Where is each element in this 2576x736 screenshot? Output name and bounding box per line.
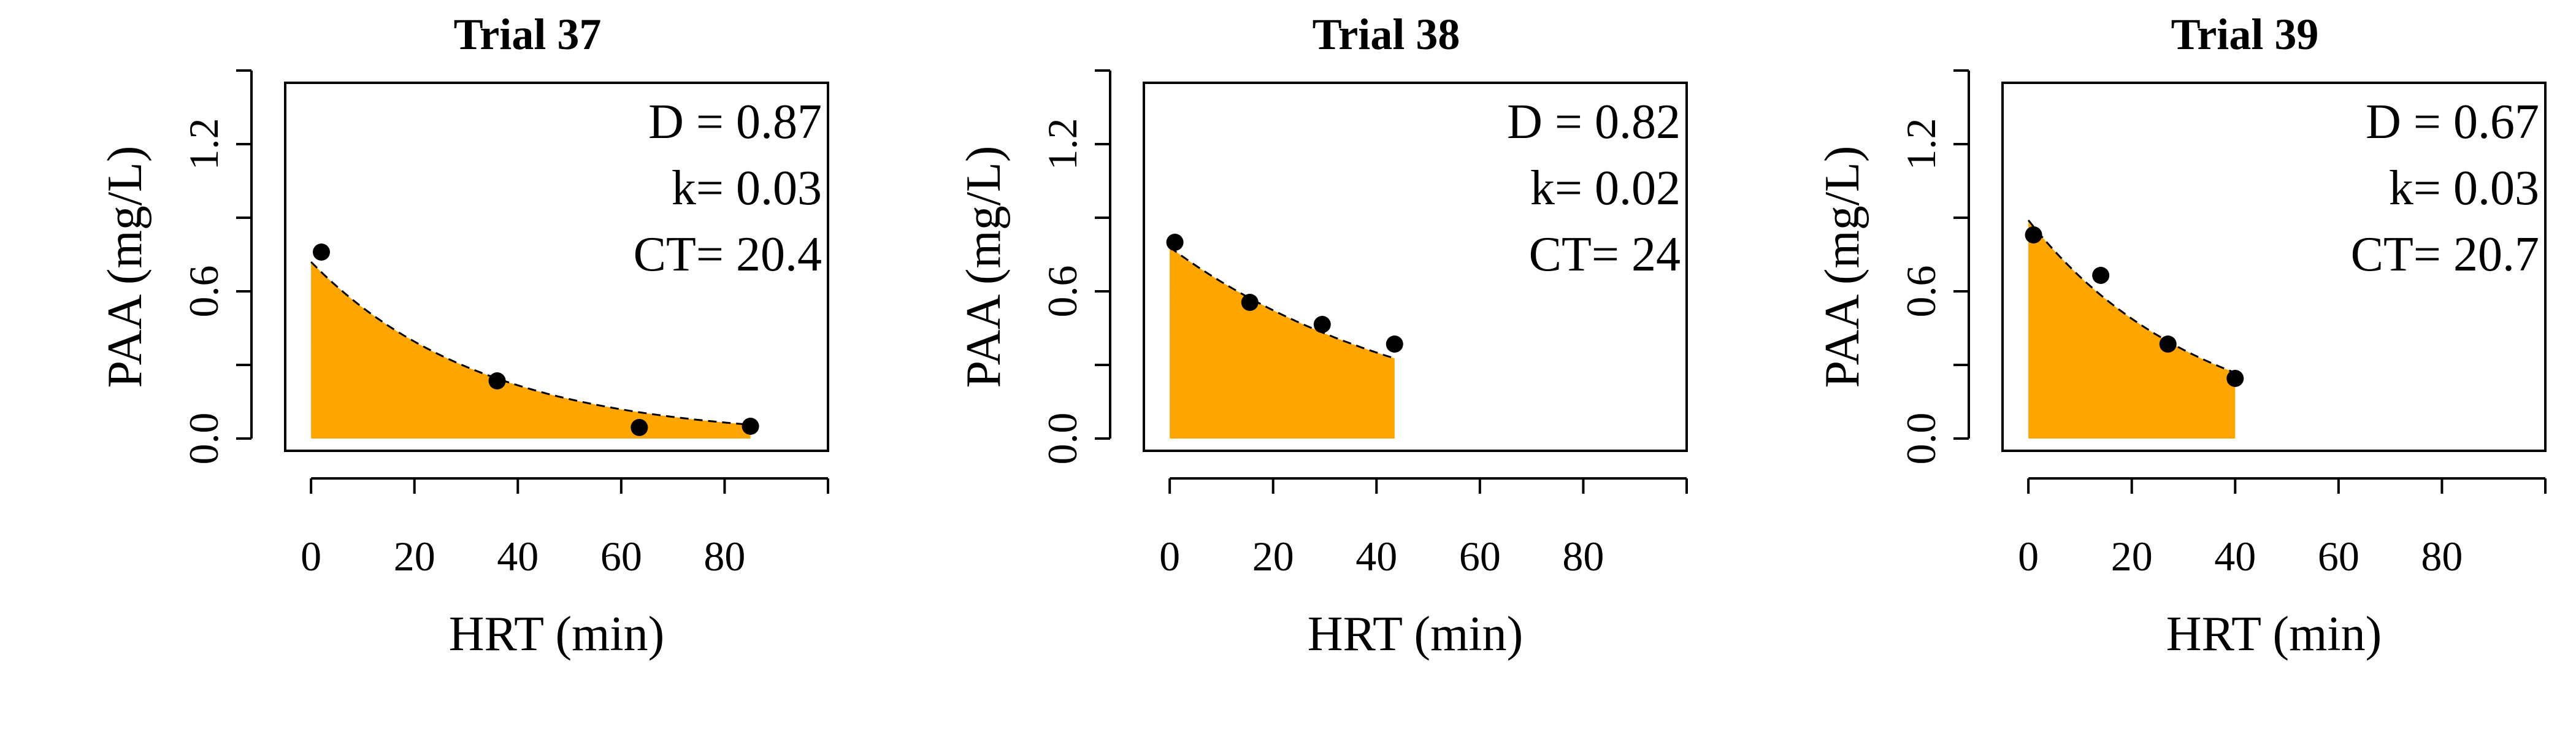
panel-title: Trial 38 xyxy=(1313,10,1460,59)
annotation: D = 0.67 xyxy=(2366,95,2539,149)
x-tick-label: 20 xyxy=(1252,533,1294,580)
y-axis-label: PAA (mg/L) xyxy=(1815,146,1869,388)
x-tick-label: 80 xyxy=(703,533,745,580)
x-tick-label: 40 xyxy=(1355,533,1397,580)
x-tick-label: 60 xyxy=(600,533,642,580)
y-tick-label: 1.2 xyxy=(180,118,227,171)
data-point xyxy=(313,243,330,261)
panel-trial-38: Trial 38 0 20 40 60 80 0.0 0.6 1.2 HRT (min) PAA … xyxy=(957,10,1688,661)
y-axis-label: PAA (mg/L) xyxy=(98,146,152,388)
annotation: CT= 20.4 xyxy=(634,228,822,282)
panel-trial-37: Trial 37 0 20 40 60 80 0.0 0.6 1.2 HRT (min) PAA … xyxy=(98,10,829,661)
area-fill xyxy=(2028,220,2236,439)
y-tick-label: 1.2 xyxy=(1898,118,1944,171)
area-fill xyxy=(1170,247,1395,439)
y-tick-label: 0.6 xyxy=(1898,266,1944,318)
data-point xyxy=(2025,226,2042,243)
data-point xyxy=(631,419,648,436)
plot-area: 0 20 40 60 80 0.0 0.6 1.2 HRT (min) PAA (mg/L) D =… xyxy=(1815,69,2547,661)
annotation: D = 0.87 xyxy=(648,95,822,149)
annotation: CT= 20.7 xyxy=(2351,228,2539,282)
area-fill xyxy=(311,262,751,439)
fit-curve xyxy=(1169,246,1395,359)
fit-curve xyxy=(2027,220,2236,374)
plot-area: 0 20 40 60 80 0.0 0.6 1.2 HRT (min) PAA (mg/L) D =… xyxy=(98,69,829,661)
x-axis-label: HRT (min) xyxy=(2166,607,2382,661)
data-point xyxy=(1241,294,1259,311)
plot-frame xyxy=(284,82,829,452)
x-tick-label: 60 xyxy=(1459,533,1501,580)
annotation: k= 0.03 xyxy=(672,161,822,215)
x-tick-label: 0 xyxy=(301,533,321,580)
x-tick-label: 80 xyxy=(1562,533,1604,580)
annotation: k= 0.02 xyxy=(1530,161,1681,215)
data-point xyxy=(2159,335,2177,353)
data-point xyxy=(742,418,759,435)
x-tick-label: 20 xyxy=(394,533,435,580)
annotation: k= 0.03 xyxy=(2389,161,2539,215)
y-tick-label: 0.0 xyxy=(1898,413,1944,465)
annotation: CT= 24 xyxy=(1529,228,1681,282)
panel-trial-39: Trial 39 0 20 40 60 80 0.0 0.6 1.2 HRT (min) PAA … xyxy=(1815,10,2547,661)
plot-frame xyxy=(2001,82,2547,452)
plot-frame xyxy=(1143,82,1688,452)
plot-area: 0 20 40 60 80 0.0 0.6 1.2 HRT (min) PAA (mg/L) D =… xyxy=(957,69,1688,661)
y-tick-label: 1.2 xyxy=(1039,118,1086,171)
x-axis-label: HRT (min) xyxy=(449,607,664,661)
annotation: D = 0.82 xyxy=(1507,95,1681,149)
data-point xyxy=(1313,316,1331,333)
x-tick-label: 60 xyxy=(2318,533,2359,580)
y-tick-label: 0.0 xyxy=(1039,413,1086,465)
fit-curve xyxy=(310,261,751,427)
data-point xyxy=(1166,234,1184,251)
x-tick-label: 0 xyxy=(1159,533,1180,580)
data-point xyxy=(2226,370,2244,387)
x-tick-label: 40 xyxy=(2214,533,2256,580)
y-axis-label: PAA (mg/L) xyxy=(957,146,1011,388)
data-point xyxy=(1386,335,1403,353)
x-tick-label: 20 xyxy=(2111,533,2153,580)
data-point xyxy=(488,372,506,389)
y-tick-label: 0.6 xyxy=(1039,266,1086,318)
x-tick-label: 40 xyxy=(497,533,539,580)
x-tick-label: 0 xyxy=(2018,533,2039,580)
data-point xyxy=(2092,267,2110,284)
x-axis-label: HRT (min) xyxy=(1308,607,1523,661)
panel-title: Trial 39 xyxy=(2171,10,2319,59)
y-tick-label: 0.6 xyxy=(180,266,227,318)
panel-title: Trial 37 xyxy=(454,10,602,59)
x-tick-label: 80 xyxy=(2421,533,2463,580)
y-tick-label: 0.0 xyxy=(180,413,227,465)
